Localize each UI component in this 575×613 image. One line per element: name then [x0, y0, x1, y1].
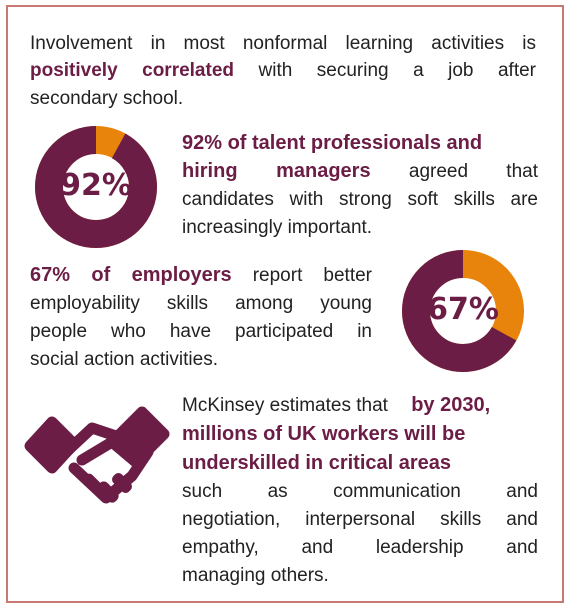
stat3-line-3: underskilled in critical areas — [182, 452, 452, 474]
stat3-line-7: managing others. — [182, 565, 329, 586]
stat2-bold: 67% of employers — [30, 264, 232, 286]
donut-92-arc — [35, 126, 157, 248]
stat3-line-4: such as communication and — [182, 481, 538, 502]
stat1-line-4: increasingly important. — [182, 217, 373, 238]
stat3-line-6: empathy, and leadership and — [182, 537, 538, 558]
stat3-line-2: millions of UK workers will be — [182, 423, 466, 445]
stat2-line-4: social action activities. — [30, 349, 218, 370]
donut-67-label: 67% — [427, 292, 499, 327]
stat3-plain: McKinsey estimates that — [182, 395, 388, 416]
intro-tail: with securing a job after — [258, 60, 537, 81]
intro-line-1: Involvement in most nonformal learning a… — [30, 33, 536, 54]
stat1-rest: agreed that — [408, 161, 538, 182]
stat2-rest: report better — [252, 265, 373, 286]
donut-92 — [35, 126, 157, 248]
stat2-line-3: people who have participated in — [30, 321, 372, 342]
donut-92-label: 92% — [60, 168, 132, 203]
intro-line-2: positively correlated with securing a jo… — [30, 57, 536, 84]
handshake-icon — [24, 406, 170, 504]
stat1-line-3: candidates with strong soft skills are — [182, 189, 538, 210]
stat2-line-1: 67% of employers report better — [30, 262, 372, 289]
donut-67 — [402, 250, 524, 372]
intro-line-3: secondary school. — [30, 88, 184, 109]
stat1-line-1: 92% of talent professionals and — [182, 132, 483, 154]
stat1-bold: hiring managers — [182, 160, 371, 182]
stat3-line-5: negotiation, interpersonal skills and — [182, 509, 538, 530]
stat2-line-2: employability skills among young — [30, 293, 372, 314]
stat3-bold-1: by 2030, — [411, 394, 491, 416]
stat3-line-1: McKinsey estimates that by 2030, — [182, 392, 538, 419]
intro-highlight: positively correlated — [30, 60, 235, 81]
donut-67-arc — [402, 250, 524, 372]
stat1-line-2: hiring managers agreed that — [182, 158, 538, 185]
infographic-frame — [6, 5, 564, 603]
